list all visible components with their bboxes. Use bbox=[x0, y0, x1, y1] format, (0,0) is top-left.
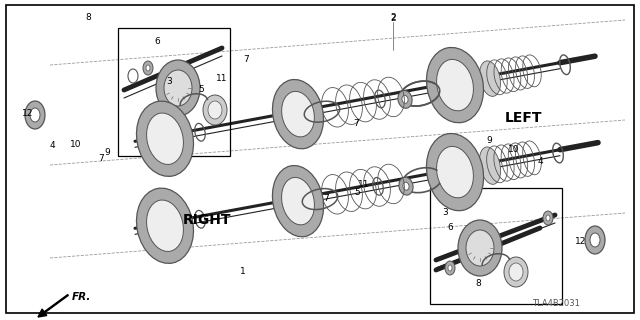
Text: 11: 11 bbox=[216, 74, 227, 83]
Text: 10: 10 bbox=[508, 145, 519, 154]
Text: 8: 8 bbox=[86, 13, 91, 22]
Text: 6: 6 bbox=[154, 37, 159, 46]
Text: 7: 7 bbox=[244, 55, 249, 64]
Text: 8: 8 bbox=[476, 279, 481, 288]
Ellipse shape bbox=[398, 91, 412, 108]
Bar bbox=[430, 188, 562, 304]
Ellipse shape bbox=[504, 257, 528, 287]
Text: 2: 2 bbox=[391, 13, 396, 22]
Ellipse shape bbox=[203, 95, 227, 125]
Ellipse shape bbox=[136, 101, 193, 176]
FancyArrow shape bbox=[38, 295, 68, 317]
Ellipse shape bbox=[479, 61, 500, 96]
Text: 3: 3 bbox=[442, 208, 447, 217]
Ellipse shape bbox=[143, 61, 153, 75]
Text: 3: 3 bbox=[167, 77, 172, 86]
Text: 7: 7 bbox=[324, 194, 329, 203]
Text: 1: 1 bbox=[241, 268, 246, 276]
Ellipse shape bbox=[448, 265, 452, 271]
Ellipse shape bbox=[479, 147, 500, 184]
Text: 11: 11 bbox=[358, 180, 369, 188]
Text: 12: 12 bbox=[575, 237, 587, 246]
Text: 5: 5 bbox=[199, 85, 204, 94]
Ellipse shape bbox=[399, 177, 413, 195]
Ellipse shape bbox=[402, 95, 408, 103]
Text: 10: 10 bbox=[70, 140, 81, 149]
Ellipse shape bbox=[156, 60, 200, 116]
Ellipse shape bbox=[147, 113, 184, 164]
Text: 7: 7 bbox=[99, 154, 104, 163]
Ellipse shape bbox=[436, 60, 474, 111]
Ellipse shape bbox=[273, 165, 324, 237]
Ellipse shape bbox=[466, 230, 494, 266]
Ellipse shape bbox=[436, 146, 474, 198]
Ellipse shape bbox=[590, 233, 600, 247]
Text: 7: 7 bbox=[354, 119, 359, 128]
Ellipse shape bbox=[585, 226, 605, 254]
Text: 4: 4 bbox=[50, 141, 55, 150]
Ellipse shape bbox=[208, 101, 222, 119]
Ellipse shape bbox=[543, 211, 553, 225]
Ellipse shape bbox=[146, 65, 150, 71]
Text: RIGHT: RIGHT bbox=[183, 213, 232, 227]
Ellipse shape bbox=[30, 108, 40, 122]
Ellipse shape bbox=[147, 200, 184, 252]
Text: 12: 12 bbox=[22, 109, 33, 118]
Ellipse shape bbox=[445, 261, 455, 275]
Ellipse shape bbox=[403, 182, 409, 190]
Text: 9: 9 bbox=[487, 136, 492, 145]
Ellipse shape bbox=[509, 263, 523, 281]
Text: TLA4B2031: TLA4B2031 bbox=[532, 299, 580, 308]
Ellipse shape bbox=[426, 47, 483, 123]
Ellipse shape bbox=[25, 101, 45, 129]
Ellipse shape bbox=[273, 79, 323, 149]
Ellipse shape bbox=[282, 177, 314, 225]
Text: FR.: FR. bbox=[72, 292, 92, 302]
Ellipse shape bbox=[136, 188, 193, 263]
Text: 5: 5 bbox=[355, 188, 360, 196]
Text: LEFT: LEFT bbox=[505, 111, 543, 125]
Bar bbox=[118, 28, 230, 156]
Ellipse shape bbox=[426, 133, 484, 211]
Text: 9: 9 bbox=[105, 148, 110, 156]
Text: 4: 4 bbox=[538, 157, 543, 166]
Ellipse shape bbox=[282, 92, 314, 137]
Text: 2: 2 bbox=[390, 13, 396, 22]
Text: 6: 6 bbox=[447, 223, 452, 232]
Ellipse shape bbox=[458, 220, 502, 276]
Ellipse shape bbox=[546, 215, 550, 221]
Ellipse shape bbox=[164, 70, 192, 106]
